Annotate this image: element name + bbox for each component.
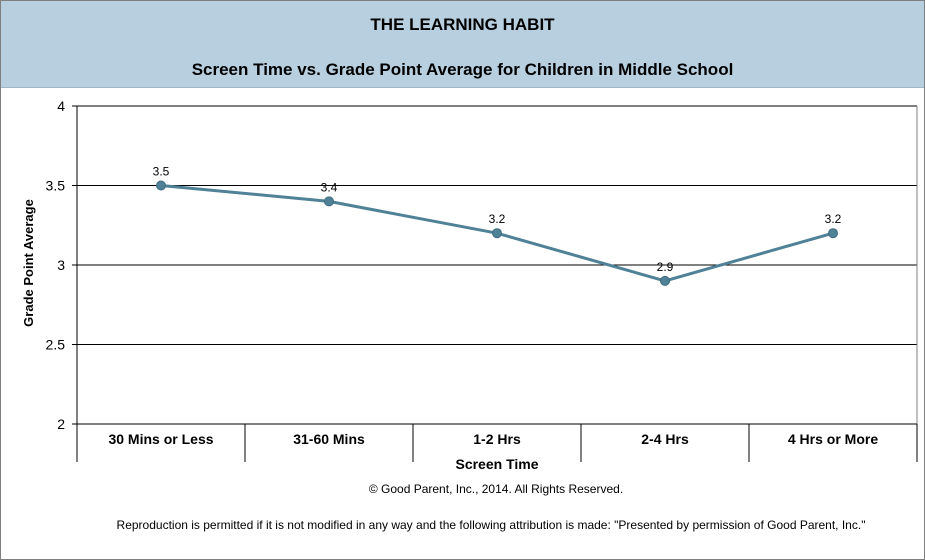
y-tick-label-2: 3 <box>57 257 65 273</box>
line-chart: 2 2.5 3 3.5 4 30 Mins or Less 31-60 Mins 1-2 H… <box>21 98 918 472</box>
x-tick-label-1: 31-60 Mins <box>293 431 365 447</box>
x-tick-label-4: 4 Hrs or More <box>788 431 878 447</box>
data-point-3 <box>660 275 670 286</box>
x-tick-label-3: 2-4 Hrs <box>641 431 689 447</box>
data-point-4 <box>828 228 838 239</box>
data-point-0 <box>156 180 166 191</box>
y-tick-label-4: 4 <box>57 98 65 114</box>
y-tick-label-1: 2.5 <box>46 337 66 353</box>
chart-header: THE LEARNING HABIT Screen Time vs. Grade… <box>1 1 924 88</box>
data-point-1 <box>324 196 334 207</box>
gridlines <box>77 105 917 425</box>
copyright-text: © Good Parent, Inc., 2014. All Rights Re… <box>368 482 624 496</box>
chart-subtitle: Screen Time vs. Grade Point Average for … <box>191 60 734 79</box>
data-label-2: 3.2 <box>489 212 506 226</box>
x-axis-label: Screen Time <box>455 456 538 472</box>
chart-title: THE LEARNING HABIT <box>370 15 555 34</box>
x-tick-label-2: 1-2 Hrs <box>473 431 521 447</box>
reproduction-note: Reproduction is permitted if it is not m… <box>116 518 866 532</box>
data-labels: 3.5 3.4 3.2 2.9 3.2 <box>153 165 842 274</box>
data-point-2 <box>492 228 502 239</box>
data-label-3: 2.9 <box>657 260 674 274</box>
y-axis-label: Grade Point Average <box>21 199 36 327</box>
data-label-1: 3.4 <box>321 180 338 194</box>
y-tick-label-0: 2 <box>57 416 65 432</box>
x-tick-labels: 30 Mins or Less 31-60 Mins 1-2 Hrs 2-4 Hrs 4… <box>108 431 878 447</box>
x-tick-label-0: 30 Mins or Less <box>108 431 213 447</box>
data-label-4: 3.2 <box>825 212 842 226</box>
axes <box>72 105 918 462</box>
series-gpa <box>156 180 838 286</box>
y-tick-label-3: 3.5 <box>46 178 66 194</box>
data-label-0: 3.5 <box>153 165 170 179</box>
y-tick-labels: 2 2.5 3 3.5 4 <box>46 98 66 432</box>
